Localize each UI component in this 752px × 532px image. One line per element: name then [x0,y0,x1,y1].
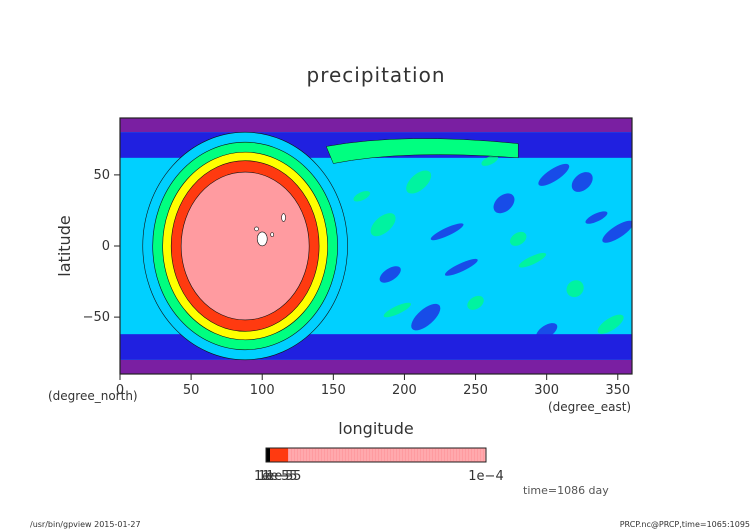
colorbar-segment-pink [288,448,486,462]
contour-blob [444,258,478,276]
colorbar: 1e−5 1e−5 1e−5 1e−5 1e−4 [254,447,504,484]
contour-band [120,118,632,133]
chart-title: precipitation [307,63,446,87]
x-tick-label: 300 [534,383,559,398]
contour-blob [602,220,632,243]
contour-plume [325,138,519,164]
contour-ring [180,171,310,321]
contour-blob [411,303,441,331]
x-tick-label: 150 [321,383,346,398]
colorbar-label-4: 1e−5 [266,469,301,484]
contour-hole [254,226,259,232]
contour-blob [597,314,624,334]
contour-band [120,359,632,374]
y-tick-label: 0 [102,239,110,254]
y-tick-label: 50 [93,168,110,183]
colorbar-frame [265,447,487,463]
contour-blob [467,295,484,310]
contour-blob [370,213,396,237]
contour-blob [536,323,558,340]
colorbar-segment-dark [266,448,270,462]
y-tick-label: −50 [83,310,110,325]
x-tick-label: 100 [250,383,275,398]
contour-blob [566,280,584,298]
x-axis-label: longitude [338,419,413,438]
colorbar-label-1: 1e−5 [254,469,289,484]
contour-blob [571,172,593,192]
x-tick-label: 350 [605,383,630,398]
contour-hole [270,232,274,237]
x-tick-label: 50 [183,383,200,398]
contour-hole [256,231,268,247]
contour-blob [518,252,547,268]
footer-left: /usr/bin/gpview 2015-01-27 [30,520,141,529]
contour-blob [493,193,515,214]
contour-blob [379,266,401,283]
colorbar-label-3: 1e−5 [262,469,297,484]
contour-blob [481,155,499,166]
x-axis-unit: (degree_east) [548,400,631,414]
x-tick-label: 250 [463,383,488,398]
contour-blob [353,190,371,202]
time-annotation: time=1086 day [523,484,609,497]
contour-blob [538,163,570,186]
contour-blob [383,302,412,318]
footer-right: PRCP.nc@PRCP,time=1065:1095 [620,520,750,529]
colorbar-segment-red [270,448,288,462]
contour-blob [585,211,608,224]
contour-blob [509,231,527,246]
contour-hole [281,213,286,222]
y-axis-unit: (degree_north) [48,389,138,403]
contour-blob [406,170,432,194]
y-axis-label: latitude [55,215,74,276]
x-tick-label: 0 [116,383,124,398]
colorbar-label-5: 1e−4 [468,469,503,484]
colorbar-label-2: 1e−5 [258,469,293,484]
plot-area [120,118,632,374]
x-tick-label: 200 [392,383,417,398]
contour-blob [430,223,464,241]
